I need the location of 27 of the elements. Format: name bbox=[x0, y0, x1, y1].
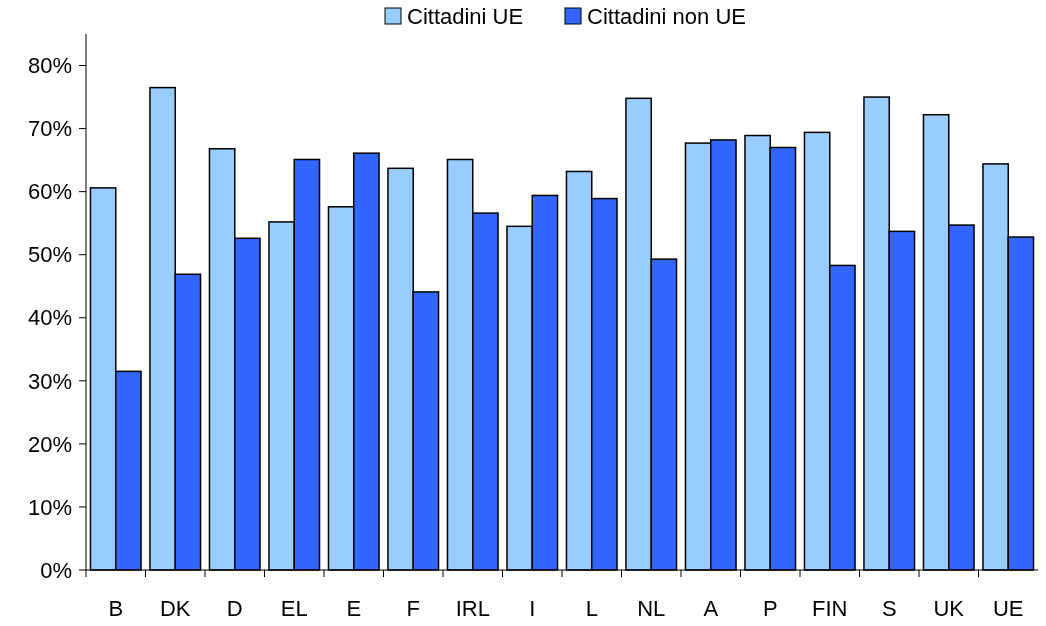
x-tick-label: EL bbox=[280, 596, 308, 621]
y-tick-label: 80% bbox=[27, 53, 72, 79]
x-tick-label: DK bbox=[159, 596, 191, 621]
legend-label: Cittadini non UE bbox=[587, 3, 746, 29]
x-tick-label: UK bbox=[933, 596, 965, 621]
y-tick-label: 50% bbox=[27, 242, 72, 268]
y-tick-label: 40% bbox=[27, 305, 72, 331]
legend-label: Cittadini UE bbox=[407, 3, 524, 29]
x-tick-label: FIN bbox=[812, 596, 848, 621]
x-tick-label: UE bbox=[992, 596, 1024, 621]
x-tick-label: F bbox=[406, 596, 420, 621]
x-tick-label: S bbox=[881, 596, 897, 621]
y-tick-label: 30% bbox=[27, 368, 72, 394]
y-tick-label: 10% bbox=[27, 494, 72, 520]
x-tick-label: D bbox=[226, 596, 243, 621]
y-tick-label: 60% bbox=[27, 179, 72, 205]
y-tick-label: 20% bbox=[27, 431, 72, 457]
x-tick-label: P bbox=[762, 596, 778, 621]
x-tick-label: L bbox=[585, 596, 598, 621]
x-tick-label: A bbox=[703, 596, 719, 621]
x-tick-label: I bbox=[529, 596, 536, 621]
x-tick-label: E bbox=[346, 596, 362, 621]
y-tick-label: 0% bbox=[40, 557, 72, 583]
x-tick-label: IRL bbox=[455, 596, 490, 621]
y-tick-label: 70% bbox=[27, 116, 72, 142]
x-tick-label: NL bbox=[637, 596, 666, 621]
x-tick-label: B bbox=[108, 596, 124, 621]
